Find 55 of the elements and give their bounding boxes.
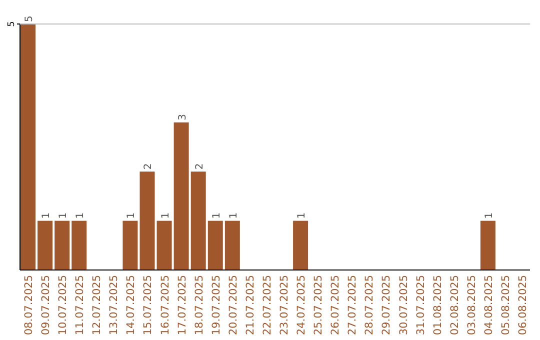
bar <box>72 220 87 270</box>
x-tick-label: 06.08.2025 <box>516 275 529 336</box>
x-tick-label: 26.07.2025 <box>330 275 342 336</box>
x-tick-label: 05.08.2025 <box>500 275 512 336</box>
x-tick-label: 12.07.2025 <box>91 275 104 336</box>
data-label: 1 <box>296 212 308 219</box>
bar <box>480 220 496 270</box>
data-label: 5 <box>24 16 36 22</box>
bar <box>293 220 308 270</box>
data-label: 1 <box>58 212 70 219</box>
data-label: 2 <box>194 163 206 170</box>
x-tick-label: 29.07.2025 <box>380 275 393 336</box>
x-tick-label: 27.07.2025 <box>346 275 359 336</box>
x-tick-label: 08.07.2025 <box>23 275 36 336</box>
x-tick-label: 16.07.2025 <box>159 275 172 336</box>
x-tick-label: 09.07.2025 <box>40 275 52 336</box>
data-label: 1 <box>160 212 172 219</box>
bar <box>140 172 155 270</box>
x-tick-label: 19.07.2025 <box>210 275 222 336</box>
x-tick-label: 10.07.2025 <box>57 275 70 336</box>
x-tick-label: 28.07.2025 <box>364 275 376 336</box>
bar <box>156 220 172 270</box>
x-tick-label: 31.07.2025 <box>414 275 427 336</box>
x-tick-label: 11.07.2025 <box>74 275 86 336</box>
x-tick-label: 04.08.2025 <box>482 275 495 336</box>
x-tick-label: 25.07.2025 <box>312 275 325 336</box>
x-tick-label: 22.07.2025 <box>261 275 274 336</box>
data-label: 2 <box>143 163 154 170</box>
x-tick-label: 13.07.2025 <box>108 275 120 336</box>
bar <box>224 220 240 270</box>
x-tick-label: 01.08.2025 <box>432 275 444 336</box>
x-tick-label: 30.07.2025 <box>398 275 410 336</box>
x-tick-label: 17.07.2025 <box>176 275 188 336</box>
data-label: 1 <box>126 212 138 219</box>
bar <box>38 220 53 270</box>
data-label: 1 <box>211 212 222 219</box>
data-label: 1 <box>75 212 86 219</box>
x-tick-label: 24.07.2025 <box>296 275 308 336</box>
x-tick-label: 15.07.2025 <box>142 275 154 336</box>
bar <box>122 220 138 270</box>
data-label: 1 <box>484 212 495 219</box>
data-label: 1 <box>41 212 52 219</box>
bar <box>208 220 223 270</box>
x-tick-label: 23.07.2025 <box>278 275 291 336</box>
x-tick-label: 02.08.2025 <box>448 275 461 336</box>
x-tick-label: 03.08.2025 <box>466 275 478 336</box>
bar <box>54 220 70 270</box>
data-label: 1 <box>228 212 240 219</box>
bar <box>190 172 206 270</box>
x-tick-label: 18.07.2025 <box>193 275 206 336</box>
x-tick-label: 14.07.2025 <box>125 275 138 336</box>
data-label: 3 <box>177 114 188 120</box>
bar <box>174 122 189 270</box>
x-tick-label: 21.07.2025 <box>244 275 256 336</box>
x-tick-label: 20.07.2025 <box>227 275 240 336</box>
